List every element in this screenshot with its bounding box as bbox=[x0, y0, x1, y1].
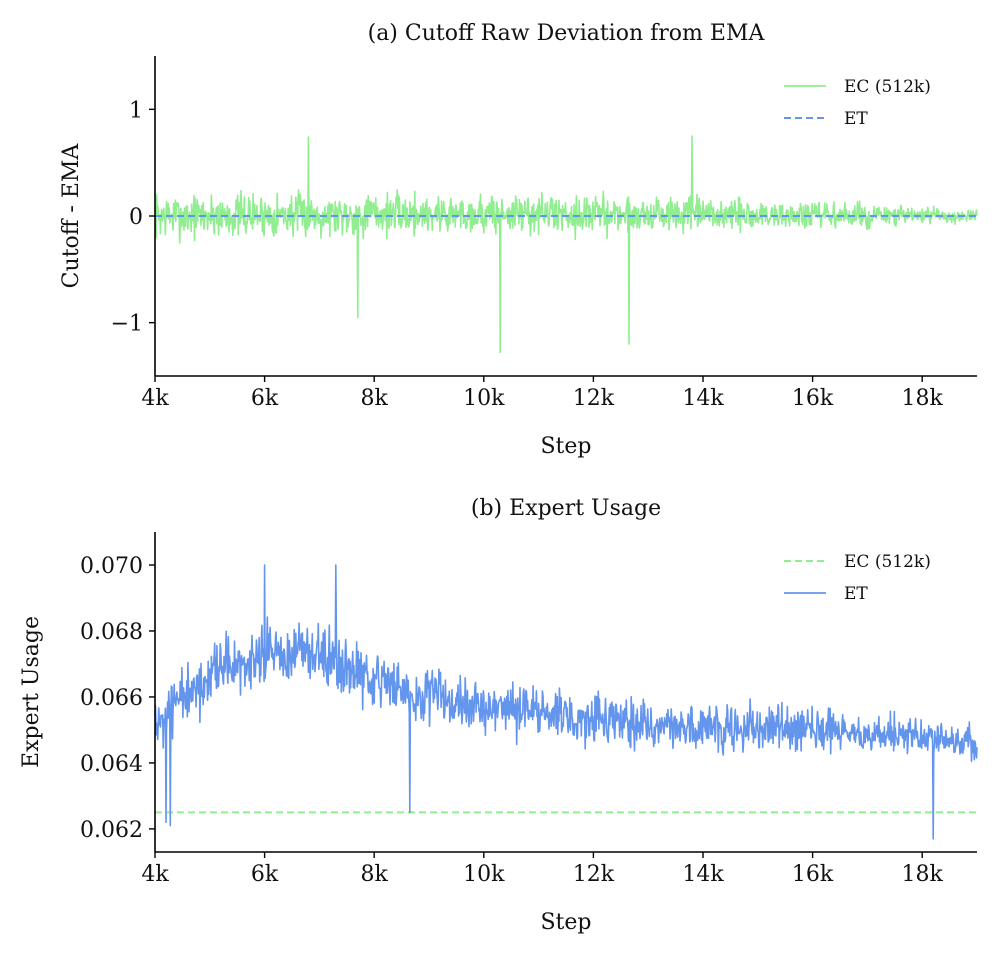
panel-b-series-et-line bbox=[154, 564, 978, 840]
panel-b-xtick-label: 6k bbox=[251, 862, 279, 887]
panel-b-xtick-label: 14k bbox=[682, 862, 724, 887]
panel-b: (b) Expert Usage Step Expert Usage 4k 6k 8… bbox=[19, 496, 978, 935]
panel-a: (a) Cutoff Raw Deviation from EMA Step C… bbox=[59, 21, 978, 459]
panel-b-xtick-label: 12k bbox=[573, 862, 615, 887]
panel-a-xtick-label: 6k bbox=[251, 386, 279, 411]
panel-a-xtick-label: 8k bbox=[361, 386, 389, 411]
panel-a-xtick-label: 14k bbox=[682, 386, 724, 411]
panel-a-legend-label: ET bbox=[844, 109, 868, 129]
panel-a-title: (a) Cutoff Raw Deviation from EMA bbox=[368, 21, 766, 46]
panel-a-ytick-label: −1 bbox=[111, 312, 143, 337]
panel-a-ytick-label: 0 bbox=[129, 205, 143, 230]
panel-a-xlabel: Step bbox=[540, 434, 591, 459]
panel-b-xtick-label: 4k bbox=[141, 862, 169, 887]
panel-a-xtick-label: 4k bbox=[141, 386, 169, 411]
panel-b-ytick-label: 0.062 bbox=[80, 818, 143, 843]
panel-a-series-ec-512k-line bbox=[154, 135, 978, 354]
panel-b-legend-label: EC (512k) bbox=[844, 552, 931, 572]
panel-a-ytick-label: 1 bbox=[129, 98, 143, 123]
panel-b-ytick-label: 0.068 bbox=[80, 620, 143, 645]
panel-b-xtick-label: 18k bbox=[902, 862, 944, 887]
panel-a-xtick-label: 10k bbox=[463, 386, 505, 411]
panel-b-ytick-label: 0.070 bbox=[80, 554, 143, 579]
panel-a-axes: 4k 6k 8k 10k 12k 14k 16k 18k −1 0 1 bbox=[111, 56, 977, 411]
panel-b-legend: EC (512k) ET bbox=[784, 552, 931, 604]
panel-a-xtick-label: 18k bbox=[902, 386, 944, 411]
panel-b-xtick-label: 10k bbox=[463, 862, 505, 887]
panel-a-ylabel: Cutoff - EMA bbox=[59, 143, 84, 289]
panel-b-xtick-label: 16k bbox=[792, 862, 834, 887]
panel-b-ylabel: Expert Usage bbox=[19, 616, 44, 768]
panel-b-ytick-label: 0.064 bbox=[80, 752, 143, 777]
panel-a-xtick-label: 16k bbox=[792, 386, 834, 411]
panel-a-legend: EC (512k) ET bbox=[784, 77, 931, 129]
panel-b-title: (b) Expert Usage bbox=[471, 496, 661, 521]
panel-a-xtick-label: 12k bbox=[573, 386, 615, 411]
panel-b-xlabel: Step bbox=[540, 910, 591, 935]
panel-b-legend-label: ET bbox=[844, 584, 868, 604]
panel-b-ytick-label: 0.066 bbox=[80, 686, 143, 711]
panel-a-legend-label: EC (512k) bbox=[844, 77, 931, 97]
panel-b-plot-area bbox=[154, 564, 978, 840]
panel-b-axes: 4k 6k 8k 10k 12k 14k 16k 18k 0.062 0.064 0.066 0.06… bbox=[80, 532, 977, 887]
panel-b-xtick-label: 8k bbox=[361, 862, 389, 887]
panel-a-plot-area bbox=[154, 135, 978, 354]
